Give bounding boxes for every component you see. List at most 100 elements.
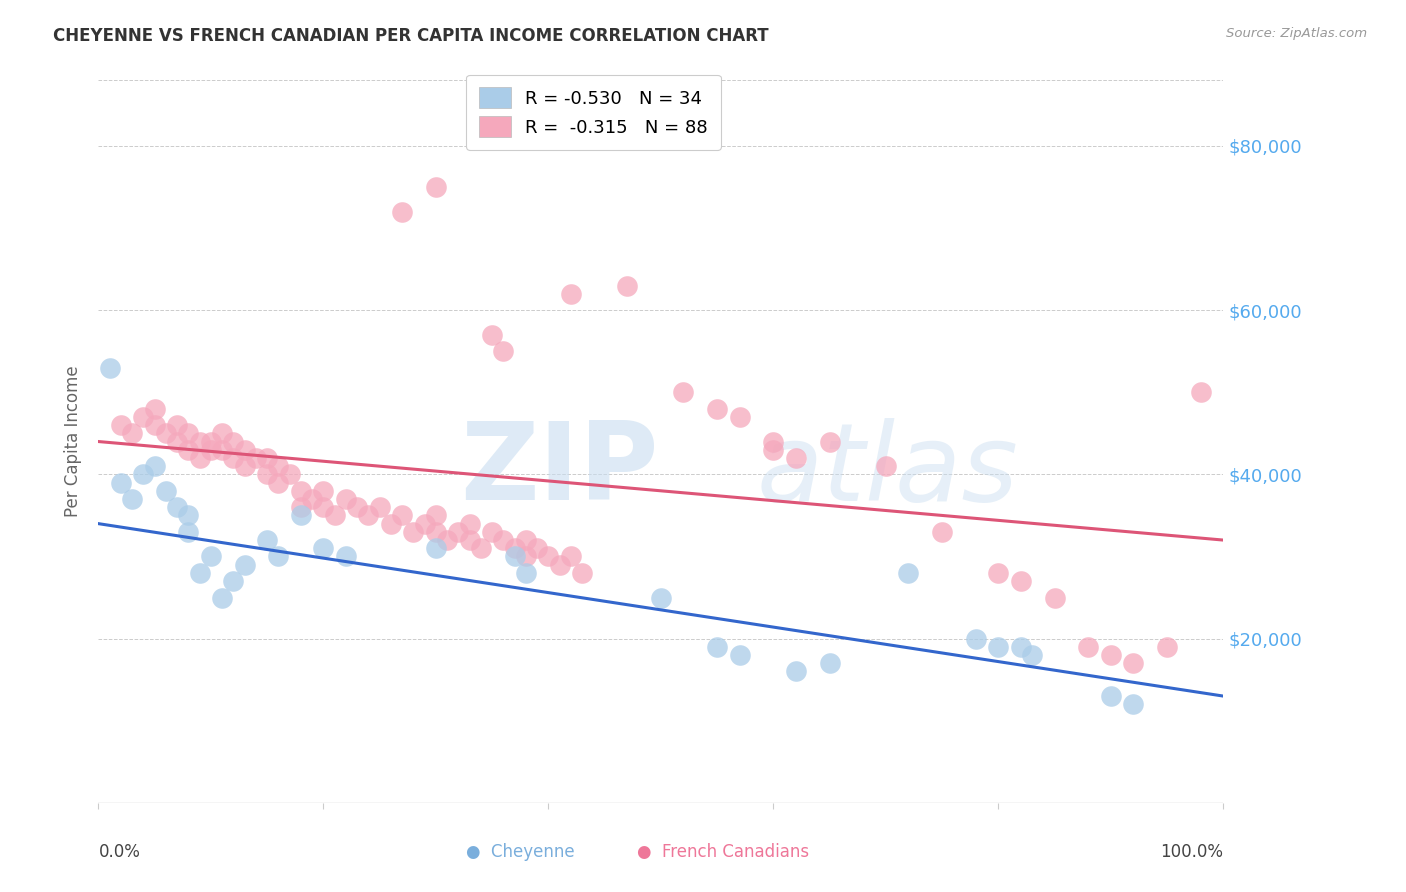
Point	[492, 533, 515, 547]
Point	[785, 450, 807, 465]
Point	[1021, 648, 1043, 662]
Point	[200, 442, 222, 457]
Point	[447, 524, 470, 539]
Point	[492, 344, 515, 359]
Point	[706, 640, 728, 654]
Point	[110, 475, 132, 490]
Text: ZIP: ZIP	[460, 417, 659, 524]
Point	[1043, 591, 1066, 605]
Y-axis label: Per Capita Income: Per Capita Income	[65, 366, 83, 517]
Point	[1189, 385, 1212, 400]
Point	[267, 475, 290, 490]
Point	[121, 426, 143, 441]
Text: Source: ZipAtlas.com: Source: ZipAtlas.com	[1226, 27, 1367, 40]
Point	[402, 524, 425, 539]
Point	[425, 541, 447, 556]
Point	[965, 632, 987, 646]
Point	[110, 418, 132, 433]
Point	[1077, 640, 1099, 654]
Point	[301, 491, 323, 506]
Point	[188, 566, 211, 580]
Point	[515, 566, 537, 580]
Point	[470, 541, 492, 556]
Point	[155, 426, 177, 441]
Point	[290, 508, 312, 523]
Point	[818, 434, 841, 449]
Point	[571, 566, 593, 580]
Point	[166, 418, 188, 433]
Point	[548, 558, 571, 572]
Point	[368, 500, 391, 515]
Point	[987, 566, 1010, 580]
Point	[458, 516, 481, 531]
Point	[256, 467, 278, 482]
Point	[818, 657, 841, 671]
Point	[706, 401, 728, 416]
Point	[413, 516, 436, 531]
Point	[1156, 640, 1178, 654]
Text: atlas: atlas	[756, 418, 1018, 523]
Point	[143, 459, 166, 474]
Point	[503, 549, 526, 564]
Point	[166, 500, 188, 515]
Point	[1122, 698, 1144, 712]
Point	[515, 533, 537, 547]
Point	[875, 459, 897, 474]
Point	[278, 467, 301, 482]
Point	[931, 524, 953, 539]
Point	[177, 508, 200, 523]
Point	[256, 533, 278, 547]
Point	[132, 409, 155, 424]
Point	[897, 566, 920, 580]
Point	[560, 549, 582, 564]
Point	[503, 541, 526, 556]
Point	[762, 434, 785, 449]
Point	[728, 409, 751, 424]
Point	[785, 665, 807, 679]
Point	[200, 434, 222, 449]
Point	[515, 549, 537, 564]
Point	[143, 401, 166, 416]
Point	[222, 450, 245, 465]
Point	[98, 360, 121, 375]
Point	[290, 500, 312, 515]
Point	[560, 286, 582, 301]
Point	[267, 549, 290, 564]
Point	[256, 450, 278, 465]
Point	[211, 442, 233, 457]
Point	[357, 508, 380, 523]
Point	[323, 508, 346, 523]
Text: 0.0%: 0.0%	[98, 843, 141, 861]
Point	[526, 541, 548, 556]
Point	[290, 483, 312, 498]
Point	[312, 541, 335, 556]
Point	[211, 591, 233, 605]
Point	[987, 640, 1010, 654]
Point	[177, 524, 200, 539]
Text: CHEYENNE VS FRENCH CANADIAN PER CAPITA INCOME CORRELATION CHART: CHEYENNE VS FRENCH CANADIAN PER CAPITA I…	[53, 27, 769, 45]
Point	[233, 442, 256, 457]
Point	[155, 483, 177, 498]
Point	[346, 500, 368, 515]
Point	[177, 442, 200, 457]
Point	[672, 385, 695, 400]
Point	[233, 558, 256, 572]
Text: ●  French Canadians: ● French Canadians	[637, 843, 808, 861]
Point	[200, 549, 222, 564]
Point	[537, 549, 560, 564]
Legend: R = -0.530   N = 34, R =  -0.315   N = 88: R = -0.530 N = 34, R = -0.315 N = 88	[465, 75, 721, 150]
Point	[616, 278, 638, 293]
Point	[1010, 574, 1032, 588]
Point	[425, 508, 447, 523]
Point	[436, 533, 458, 547]
Point	[166, 434, 188, 449]
Text: ●  Cheyenne: ● Cheyenne	[465, 843, 575, 861]
Point	[222, 434, 245, 449]
Point	[267, 459, 290, 474]
Point	[380, 516, 402, 531]
Point	[233, 459, 256, 474]
Point	[425, 524, 447, 539]
Point	[425, 180, 447, 194]
Point	[1099, 689, 1122, 703]
Point	[1122, 657, 1144, 671]
